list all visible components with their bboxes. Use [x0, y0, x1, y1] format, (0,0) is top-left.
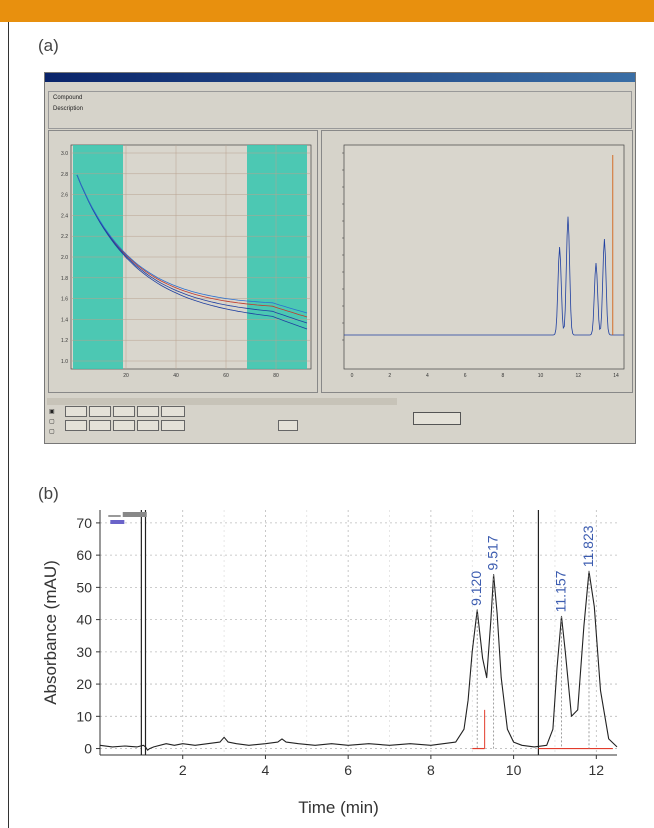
legend-swatch-text [122, 512, 147, 517]
right-x-tick-label: 14 [613, 373, 619, 379]
left-y-tick-label: 2.0 [61, 255, 68, 261]
right-plot: 0 2 4 6 8 10 12 14 [321, 130, 633, 393]
left-y-tick-label: 1.6 [61, 297, 68, 303]
right-plot-area [343, 144, 625, 370]
control-button-7[interactable] [113, 420, 135, 431]
left-y-tick-label: 1.8 [61, 276, 68, 282]
left-y-tick-label: 2.4 [61, 213, 68, 219]
control-button-5[interactable] [161, 406, 185, 417]
right-x-tick-label: 2 [388, 373, 391, 379]
x-tick-label: 2 [179, 762, 187, 778]
decay-curve-3 [76, 174, 308, 330]
option-checkbox-3[interactable]: ▢ [49, 429, 55, 435]
control-button-2[interactable] [89, 406, 111, 417]
control-button-3[interactable] [113, 406, 135, 417]
left-y-tick-label: 2.2 [61, 234, 68, 240]
compound-label: Compound [53, 95, 83, 101]
panel-label-a: (a) [38, 36, 59, 55]
panel-label-b: (b) [38, 484, 59, 503]
status-line [47, 398, 397, 405]
x-axis-label: Time (min) [298, 798, 379, 817]
y-tick-label: 10 [76, 708, 92, 724]
right-x-tick-label: 12 [576, 373, 582, 379]
right-x-tick-label: 4 [426, 373, 429, 379]
legend-sub-swatch [110, 520, 125, 524]
control-button-4[interactable] [137, 406, 159, 417]
mini-chromatogram-trace [344, 216, 624, 336]
control-button-6[interactable] [89, 420, 111, 431]
left-y-tick-label: 1.2 [61, 338, 68, 344]
left-y-tick-label: 1.0 [61, 359, 68, 365]
chromatogram-trace [99, 570, 618, 751]
control-button-1[interactable] [65, 406, 87, 417]
left-plot: 3.0 2.8 2.6 2.4 2.2 2.0 1.8 1.6 1.4 1.2 1.0 20 40 60 8… [48, 130, 318, 393]
y-tick-label: 20 [76, 676, 92, 692]
control-button-8[interactable] [137, 420, 159, 431]
x-tick-label: 10 [506, 762, 522, 778]
y-tick-label: 30 [76, 644, 92, 660]
control-button-9[interactable] [161, 420, 185, 431]
y-tick-label: 50 [76, 579, 92, 595]
x-tick-label: 6 [344, 762, 352, 778]
decay-curve-2 [76, 174, 308, 324]
peak-label: 11.157 [552, 570, 568, 612]
x-tick-label: 8 [427, 762, 435, 778]
control-button-11[interactable] [278, 420, 298, 431]
left-x-tick-label: 80 [273, 373, 279, 379]
right-plot-svg: 0 2 4 6 8 10 12 14 [342, 144, 625, 379]
left-plot-svg: 3.0 2.8 2.6 2.4 2.2 2.0 1.8 1.6 1.4 1.2 1.0 20 40 60 8… [61, 144, 312, 379]
decay-curve-1 [76, 174, 308, 318]
left-y-tick-label: 3.0 [61, 151, 68, 157]
peak-label: 9.517 [485, 535, 501, 570]
right-x-tick-label: 10 [538, 373, 544, 379]
option-checkbox-2[interactable]: ▢ [49, 419, 55, 425]
left-x-tick-label: 20 [123, 373, 129, 379]
x-tick-label: 12 [589, 762, 605, 778]
left-x-tick-label: 60 [223, 373, 229, 379]
y-axis-label: Absorbance (mAU) [41, 560, 60, 705]
control-button-12[interactable] [413, 412, 461, 425]
y-tick-label: 40 [76, 612, 92, 628]
y-tick-label: 0 [84, 741, 92, 757]
left-y-tick-label: 1.4 [61, 317, 68, 323]
top-accent-bar [0, 0, 654, 22]
control-panel: ▣ ▢ ▢ [45, 398, 635, 443]
y-tick-label: 60 [76, 547, 92, 563]
description-label: Description [53, 106, 84, 112]
left-x-tick-label: 40 [173, 373, 179, 379]
software-window: Compound Description 3.0 2.8 2.6 2.4 2.2 2.0 1… [44, 72, 636, 444]
left-y-tick-label: 2.8 [61, 172, 68, 178]
peak-label: 9.120 [468, 571, 484, 606]
left-y-tick-label: 2.6 [61, 193, 68, 199]
decay-curve-4 [76, 174, 308, 314]
frame-left-border [8, 22, 9, 828]
right-x-tick-label: 8 [501, 373, 504, 379]
option-checkbox-1[interactable]: ▣ [49, 409, 55, 415]
right-x-tick-label: 6 [464, 373, 467, 379]
compound-info-panel: Compound Description [48, 91, 632, 129]
x-tick-label: 4 [262, 762, 270, 778]
right-x-tick-label: 0 [351, 373, 354, 379]
y-tick-label: 70 [76, 515, 92, 531]
window-titlebar [45, 73, 635, 82]
peak-label: 11.823 [580, 525, 596, 567]
control-button-10[interactable] [65, 420, 87, 431]
